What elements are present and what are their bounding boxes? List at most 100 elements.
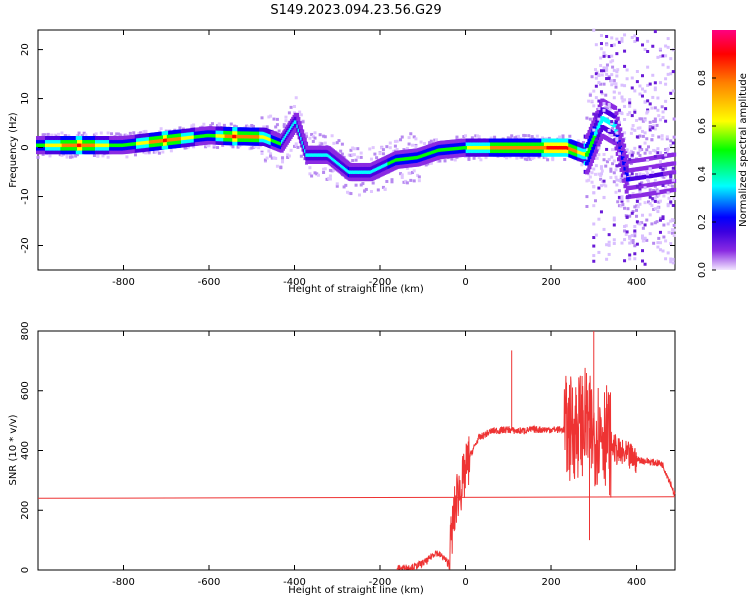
spectrogram-cell [667,196,671,200]
spectrogram-cell [623,33,627,37]
spectrogram-cell [648,232,652,236]
spectrogram-cell [246,125,250,129]
spectrogram-cell [615,138,619,142]
spectrogram-cell [313,131,317,135]
spectrogram-cell [656,245,660,249]
spectrogram-cell [558,135,562,139]
spectrogram-cell [661,249,665,253]
spectrogram-cell [615,143,620,148]
spectrogram-cell [152,150,156,154]
spectrogram-cell [594,113,598,117]
spectrogram-cell [623,229,627,233]
spectrogram-cell [614,190,618,194]
spectrogram-cell [417,175,421,179]
spectrogram-cell [623,104,627,108]
spectrogram-cell [361,182,365,186]
spectrogram-cell [599,69,603,73]
spectrogram-cell [628,158,632,162]
spectrogram-cell [510,134,514,138]
spectrogram-cell [269,114,273,118]
spectrogram-cell [620,83,624,87]
spectrogram-cell [597,113,602,118]
spectrogram-cell [625,230,629,234]
spectrogram-cell [470,136,474,140]
spectrogram-cell [190,126,194,130]
spectrogram-cell [125,133,129,137]
spectrogram-cell [284,119,288,123]
spectrogram-cell [120,134,124,138]
spectrogram-cell [635,70,639,74]
spectrogram-cell [373,152,377,156]
spectrogram-cell [318,141,322,145]
spectrogram-cell [561,134,565,138]
spectrogram-cell [664,185,668,189]
spectrogram-cell [605,77,609,81]
spectrogram-cell [630,153,634,157]
spectrogram-cell [380,146,384,150]
spectrogram-cell [592,191,596,195]
spectrogram-cell [635,199,639,203]
colorbar-ticks: 0.0 0.2 0.4 0.6 0.8 [697,70,716,278]
spectrogram-cell [238,144,242,148]
spectrogram-cell [245,124,249,128]
spectrogram-cell [631,239,635,243]
spectrogram-cell [590,75,594,79]
spectrogram-cell [342,155,346,159]
spectrogram-cell [68,152,72,156]
spectrogram-cell [340,152,344,156]
x-tick-label: 400 [627,577,646,588]
spectrogram-cell [638,148,642,152]
spectrogram-cell [607,240,611,244]
spectrogram-cell [101,154,105,158]
spectrogram-cell [669,219,673,223]
spectrogram-cell [612,138,616,142]
spectrogram-cell [298,125,303,130]
spectrogram-cell [640,181,644,185]
spectrogram-cell [628,194,632,198]
spectrogram-cell [484,156,488,160]
spectrogram-cell [616,122,621,127]
spectrogram-cell [633,128,637,132]
spectrogram-cell [46,132,50,136]
spectrogram-cell [646,145,650,149]
spectrogram-cell [599,101,604,106]
spectrogram-cell [616,157,621,162]
spectrogram-cell [607,157,611,161]
spectrogram-cell [624,224,628,228]
spectrogram-cell [592,222,596,226]
spectrogram-cell [612,223,616,227]
spectrogram-cell [599,82,603,86]
spectrogram-cell [669,183,673,187]
spectrogram-cell [582,158,587,163]
spectrogram-cell [592,259,596,263]
spectrogram-cell [229,122,233,126]
spectrogram-cell [585,204,589,208]
spectrogram-cell [274,156,278,160]
spectrogram-cell [599,210,603,214]
spectrogram-cell [615,183,619,187]
spectrogram-cell [378,152,382,156]
spectrogram-cell [669,200,673,204]
spectrogram-cell [282,124,286,128]
spectrogram-cell [620,173,625,178]
spectrogram-cell [652,124,656,128]
spectrogram-cell [667,182,671,186]
spectrogram-cell [587,156,592,161]
spectrogram-cell [433,138,437,142]
spectrogram-cell [417,179,421,183]
spectrogram-cell [630,76,634,80]
spectrogram-cell [643,262,647,266]
spectrogram-cell [296,145,300,149]
spectrogram-cell [669,257,673,261]
spectrogram-cell [660,105,664,109]
spectrogram-cell [653,221,657,225]
spectrogram-cell [658,241,662,245]
spectrogram-cell [335,141,339,145]
spectrogram-cell [178,126,182,130]
spectrogram-cell [671,141,675,145]
spectrogram-cell [586,141,591,146]
x-tick-label: 200 [541,277,560,288]
spectrogram-cell [597,73,601,77]
spectrogram-cell [638,190,642,194]
spectrogram-cell [265,156,269,160]
